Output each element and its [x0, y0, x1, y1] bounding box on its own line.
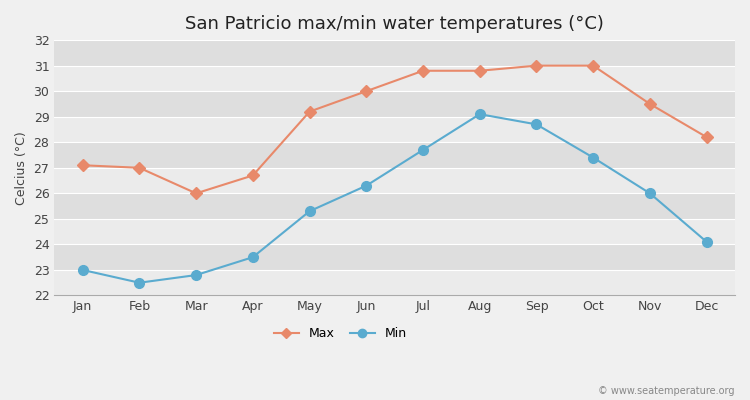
- Bar: [54, 270, 735, 296]
- Bar: [54, 244, 735, 270]
- Bar: [54, 219, 735, 244]
- Y-axis label: Celcius (°C): Celcius (°C): [15, 131, 28, 205]
- Bar: [54, 142, 735, 168]
- Bar: [54, 168, 735, 193]
- Bar: [54, 193, 735, 219]
- Bar: [54, 66, 735, 91]
- Bar: [54, 117, 735, 142]
- Legend: Max, Min: Max, Min: [268, 322, 412, 346]
- Text: © www.seatemperature.org: © www.seatemperature.org: [598, 386, 735, 396]
- Title: San Patricio max/min water temperatures (°C): San Patricio max/min water temperatures …: [185, 15, 604, 33]
- Bar: [54, 40, 735, 66]
- Bar: [54, 91, 735, 117]
